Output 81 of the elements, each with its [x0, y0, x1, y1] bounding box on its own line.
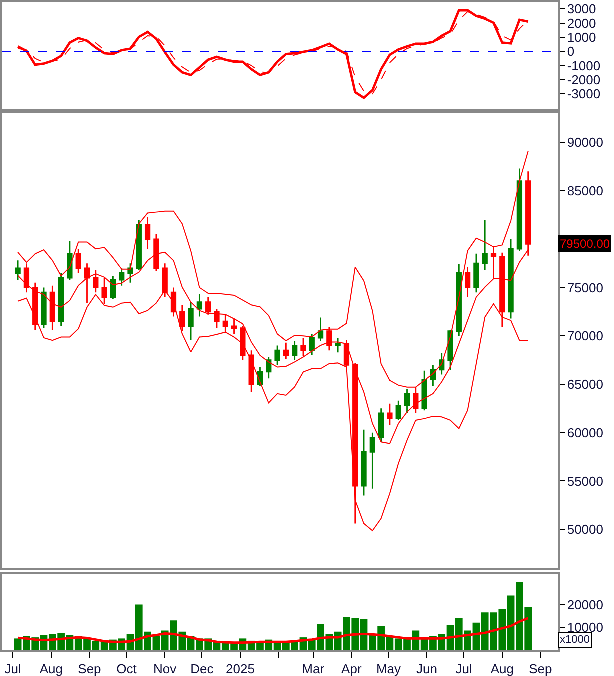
y-tick-label: 60000: [567, 425, 604, 440]
candlestick: [231, 318, 238, 335]
candlestick: [292, 340, 298, 361]
candlestick: [335, 337, 341, 354]
candlestick: [430, 364, 436, 388]
candlestick: [76, 248, 82, 274]
y-tick-label: 1000: [567, 30, 596, 45]
candlestick: [456, 264, 462, 337]
candlestick: [50, 285, 56, 332]
y-tick-label: -3000: [567, 86, 601, 102]
y-tick-label: 90000: [567, 135, 604, 150]
candlestick: [318, 317, 324, 342]
y-tick-label: 65000: [567, 377, 604, 392]
y-tick-label: 85000: [567, 184, 604, 199]
y-tick-label: 75000: [567, 280, 604, 296]
x-tick-label: Oct: [116, 661, 138, 676]
y-tick-label: 2000: [567, 16, 596, 31]
candlestick: [361, 429, 367, 496]
candlestick: [15, 260, 21, 281]
candlestick: [283, 342, 289, 360]
candlestick: [128, 262, 134, 284]
candlestick: [404, 388, 410, 414]
candlestick: [378, 408, 384, 444]
x-tick-label: Jun: [416, 661, 438, 676]
x-tick-label: Aug: [490, 661, 514, 676]
line-series: [16, 617, 530, 644]
candlestick: [240, 326, 246, 361]
x-tick-label: May: [376, 661, 402, 676]
x-tick-label: Sep: [529, 661, 552, 676]
x-tick-label: Apr: [342, 661, 362, 676]
candlestick: [482, 219, 488, 272]
y-tick-label: 0: [567, 44, 575, 60]
candlestick: [136, 219, 142, 272]
candlestick: [516, 168, 523, 252]
candlestick: [274, 345, 280, 366]
candlestick: [248, 350, 254, 393]
candlestick: [396, 400, 402, 421]
candlestick: [119, 268, 125, 287]
x-tick-label: Dec: [190, 661, 214, 676]
y-tick-label: 10000: [567, 620, 604, 635]
candlestick: [448, 330, 454, 371]
x-tick-label: Mar: [302, 661, 326, 676]
candlestick: [110, 275, 116, 300]
y-tick-label: 3000: [567, 2, 596, 17]
y-tick-label: 50000: [567, 522, 604, 538]
candlestick: [58, 272, 64, 328]
x-tick-label: Aug: [40, 661, 63, 676]
y-tick-label: 70000: [567, 328, 604, 344]
candlestick: [24, 262, 30, 294]
text: 79500.00: [560, 237, 610, 251]
x-tick-label: 2025: [226, 661, 255, 676]
y-tick-label: -1000: [567, 58, 601, 74]
y-tick-label: -2000: [567, 72, 601, 88]
text: x1000: [560, 634, 590, 646]
x-tick-label: Jul: [456, 661, 473, 676]
candlestick: [464, 266, 471, 298]
candlestick: [370, 432, 376, 490]
candlestick: [326, 326, 332, 352]
candlestick: [300, 337, 306, 358]
x-tick-label: Nov: [154, 661, 178, 676]
y-tick-label: 20000: [567, 597, 604, 612]
x-tick-label: Jul: [4, 661, 22, 676]
candlestick: [67, 240, 73, 281]
candlestick: [180, 304, 186, 332]
candlestick: [84, 262, 90, 304]
candlestick: [222, 314, 228, 333]
candlestick: [188, 302, 194, 341]
candlestick: [196, 294, 203, 318]
candlestick: [206, 296, 212, 316]
x-tick-label: Sep: [78, 661, 102, 676]
candlestick: [309, 333, 315, 356]
candlestick: [41, 287, 47, 330]
candlestick: [266, 356, 272, 380]
candlestick: [508, 238, 514, 320]
candlestick: [144, 216, 151, 250]
y-tick-label: 55000: [567, 474, 604, 489]
candlestick: [214, 308, 220, 330]
candlestick: [344, 339, 350, 371]
candlestick: [387, 403, 393, 426]
candlestick: [422, 370, 428, 412]
candlestick: [474, 253, 480, 294]
